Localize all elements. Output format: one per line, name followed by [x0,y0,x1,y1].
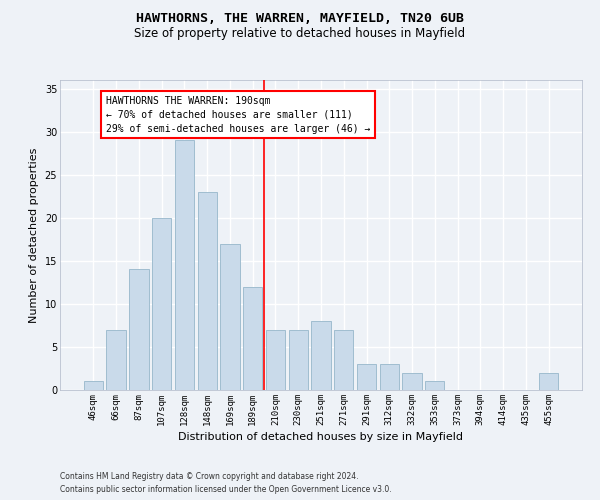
Bar [334,330,353,390]
X-axis label: Distribution of detached houses by size in Mayfield: Distribution of detached houses by size … [179,432,464,442]
Bar [106,330,126,390]
Bar [243,286,262,390]
Text: HAWTHORNS, THE WARREN, MAYFIELD, TN20 6UB: HAWTHORNS, THE WARREN, MAYFIELD, TN20 6U… [136,12,464,26]
Bar [266,330,285,390]
Text: Contains public sector information licensed under the Open Government Licence v3: Contains public sector information licen… [60,484,392,494]
Bar [539,373,558,390]
Text: Size of property relative to detached houses in Mayfield: Size of property relative to detached ho… [134,28,466,40]
Bar [289,330,308,390]
Bar [197,192,217,390]
Bar [175,140,194,390]
Bar [220,244,239,390]
Bar [380,364,399,390]
Bar [403,373,422,390]
Bar [357,364,376,390]
Bar [129,270,149,390]
Bar [152,218,172,390]
Bar [425,382,445,390]
Bar [311,321,331,390]
Bar [84,382,103,390]
Text: HAWTHORNS THE WARREN: 190sqm
← 70% of detached houses are smaller (111)
29% of s: HAWTHORNS THE WARREN: 190sqm ← 70% of de… [106,96,370,134]
Text: Contains HM Land Registry data © Crown copyright and database right 2024.: Contains HM Land Registry data © Crown c… [60,472,359,481]
Y-axis label: Number of detached properties: Number of detached properties [29,148,39,322]
